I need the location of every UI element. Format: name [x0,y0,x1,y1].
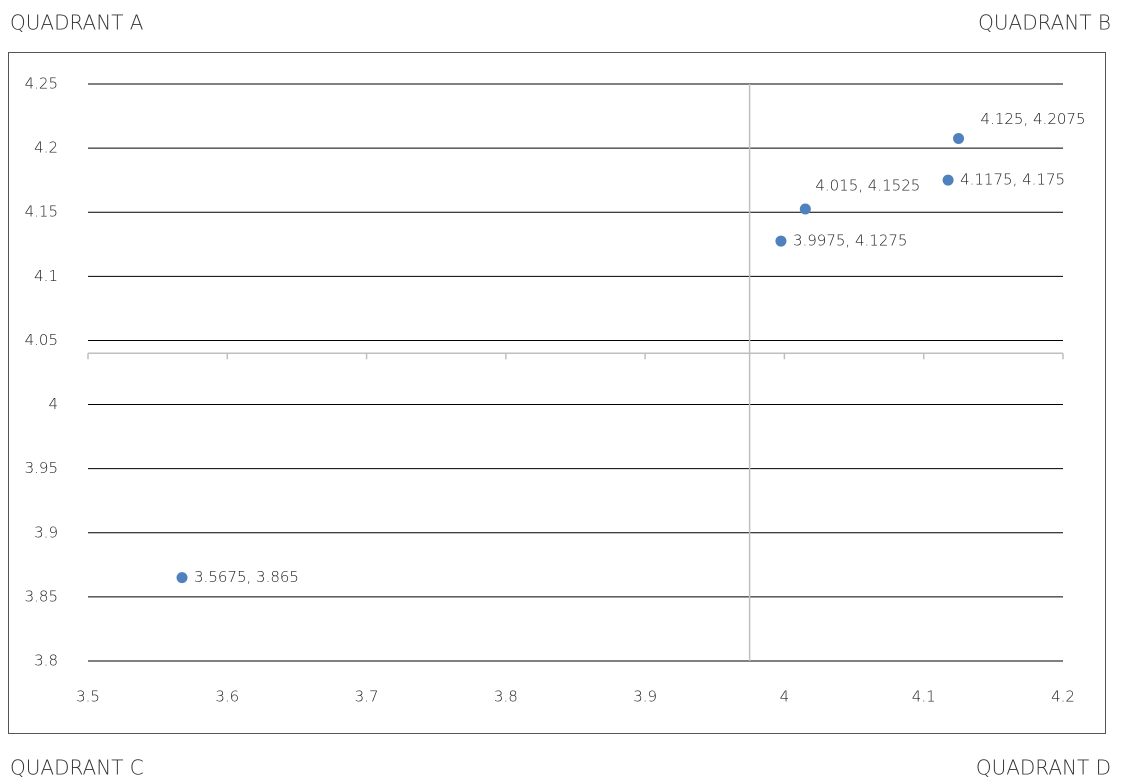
quadrant-label: QUADRANT B [978,11,1111,35]
point [775,235,787,247]
point [953,132,965,144]
y-tick-label: 3.85 [25,587,58,605]
quadrant-label: QUADRANT C [10,756,144,780]
x-tick-label: 3.7 [355,688,379,706]
y-tick-label: 4.05 [25,331,58,349]
point [176,572,188,584]
data-label: 4.015, 4.1525 [815,177,920,195]
quadrant-label: QUADRANT A [10,11,144,35]
y-tick-label: 4.25 [25,75,58,93]
data-label: 3.9975, 4.1275 [793,232,908,250]
data-label: 4.125, 4.2075 [981,110,1086,128]
data-label: 3.5675, 3.865 [194,568,299,586]
x-tick-label: 4.1 [912,688,936,706]
y-tick-label: 4.15 [25,203,58,221]
point [799,203,811,215]
x-tick-label: 3.8 [494,688,518,706]
x-tick-label: 3.9 [633,688,657,706]
data-label: 4.1175, 4.175 [960,171,1065,189]
quadrant-label: QUADRANT D [976,756,1111,780]
y-tick-label: 3.8 [34,652,58,670]
y-tick-label: 3.95 [25,459,58,477]
x-tick-label: 4 [780,688,790,706]
x-tick-label: 4.2 [1051,688,1075,706]
y-tick-label: 4.2 [34,139,58,157]
y-tick-label: 4 [48,395,58,413]
x-tick-label: 3.5 [76,688,100,706]
chart-border [8,52,1106,734]
point [942,174,954,186]
y-tick-label: 4.1 [34,267,58,285]
y-tick-label: 3.9 [34,523,58,541]
x-tick-label: 3.6 [215,688,239,706]
